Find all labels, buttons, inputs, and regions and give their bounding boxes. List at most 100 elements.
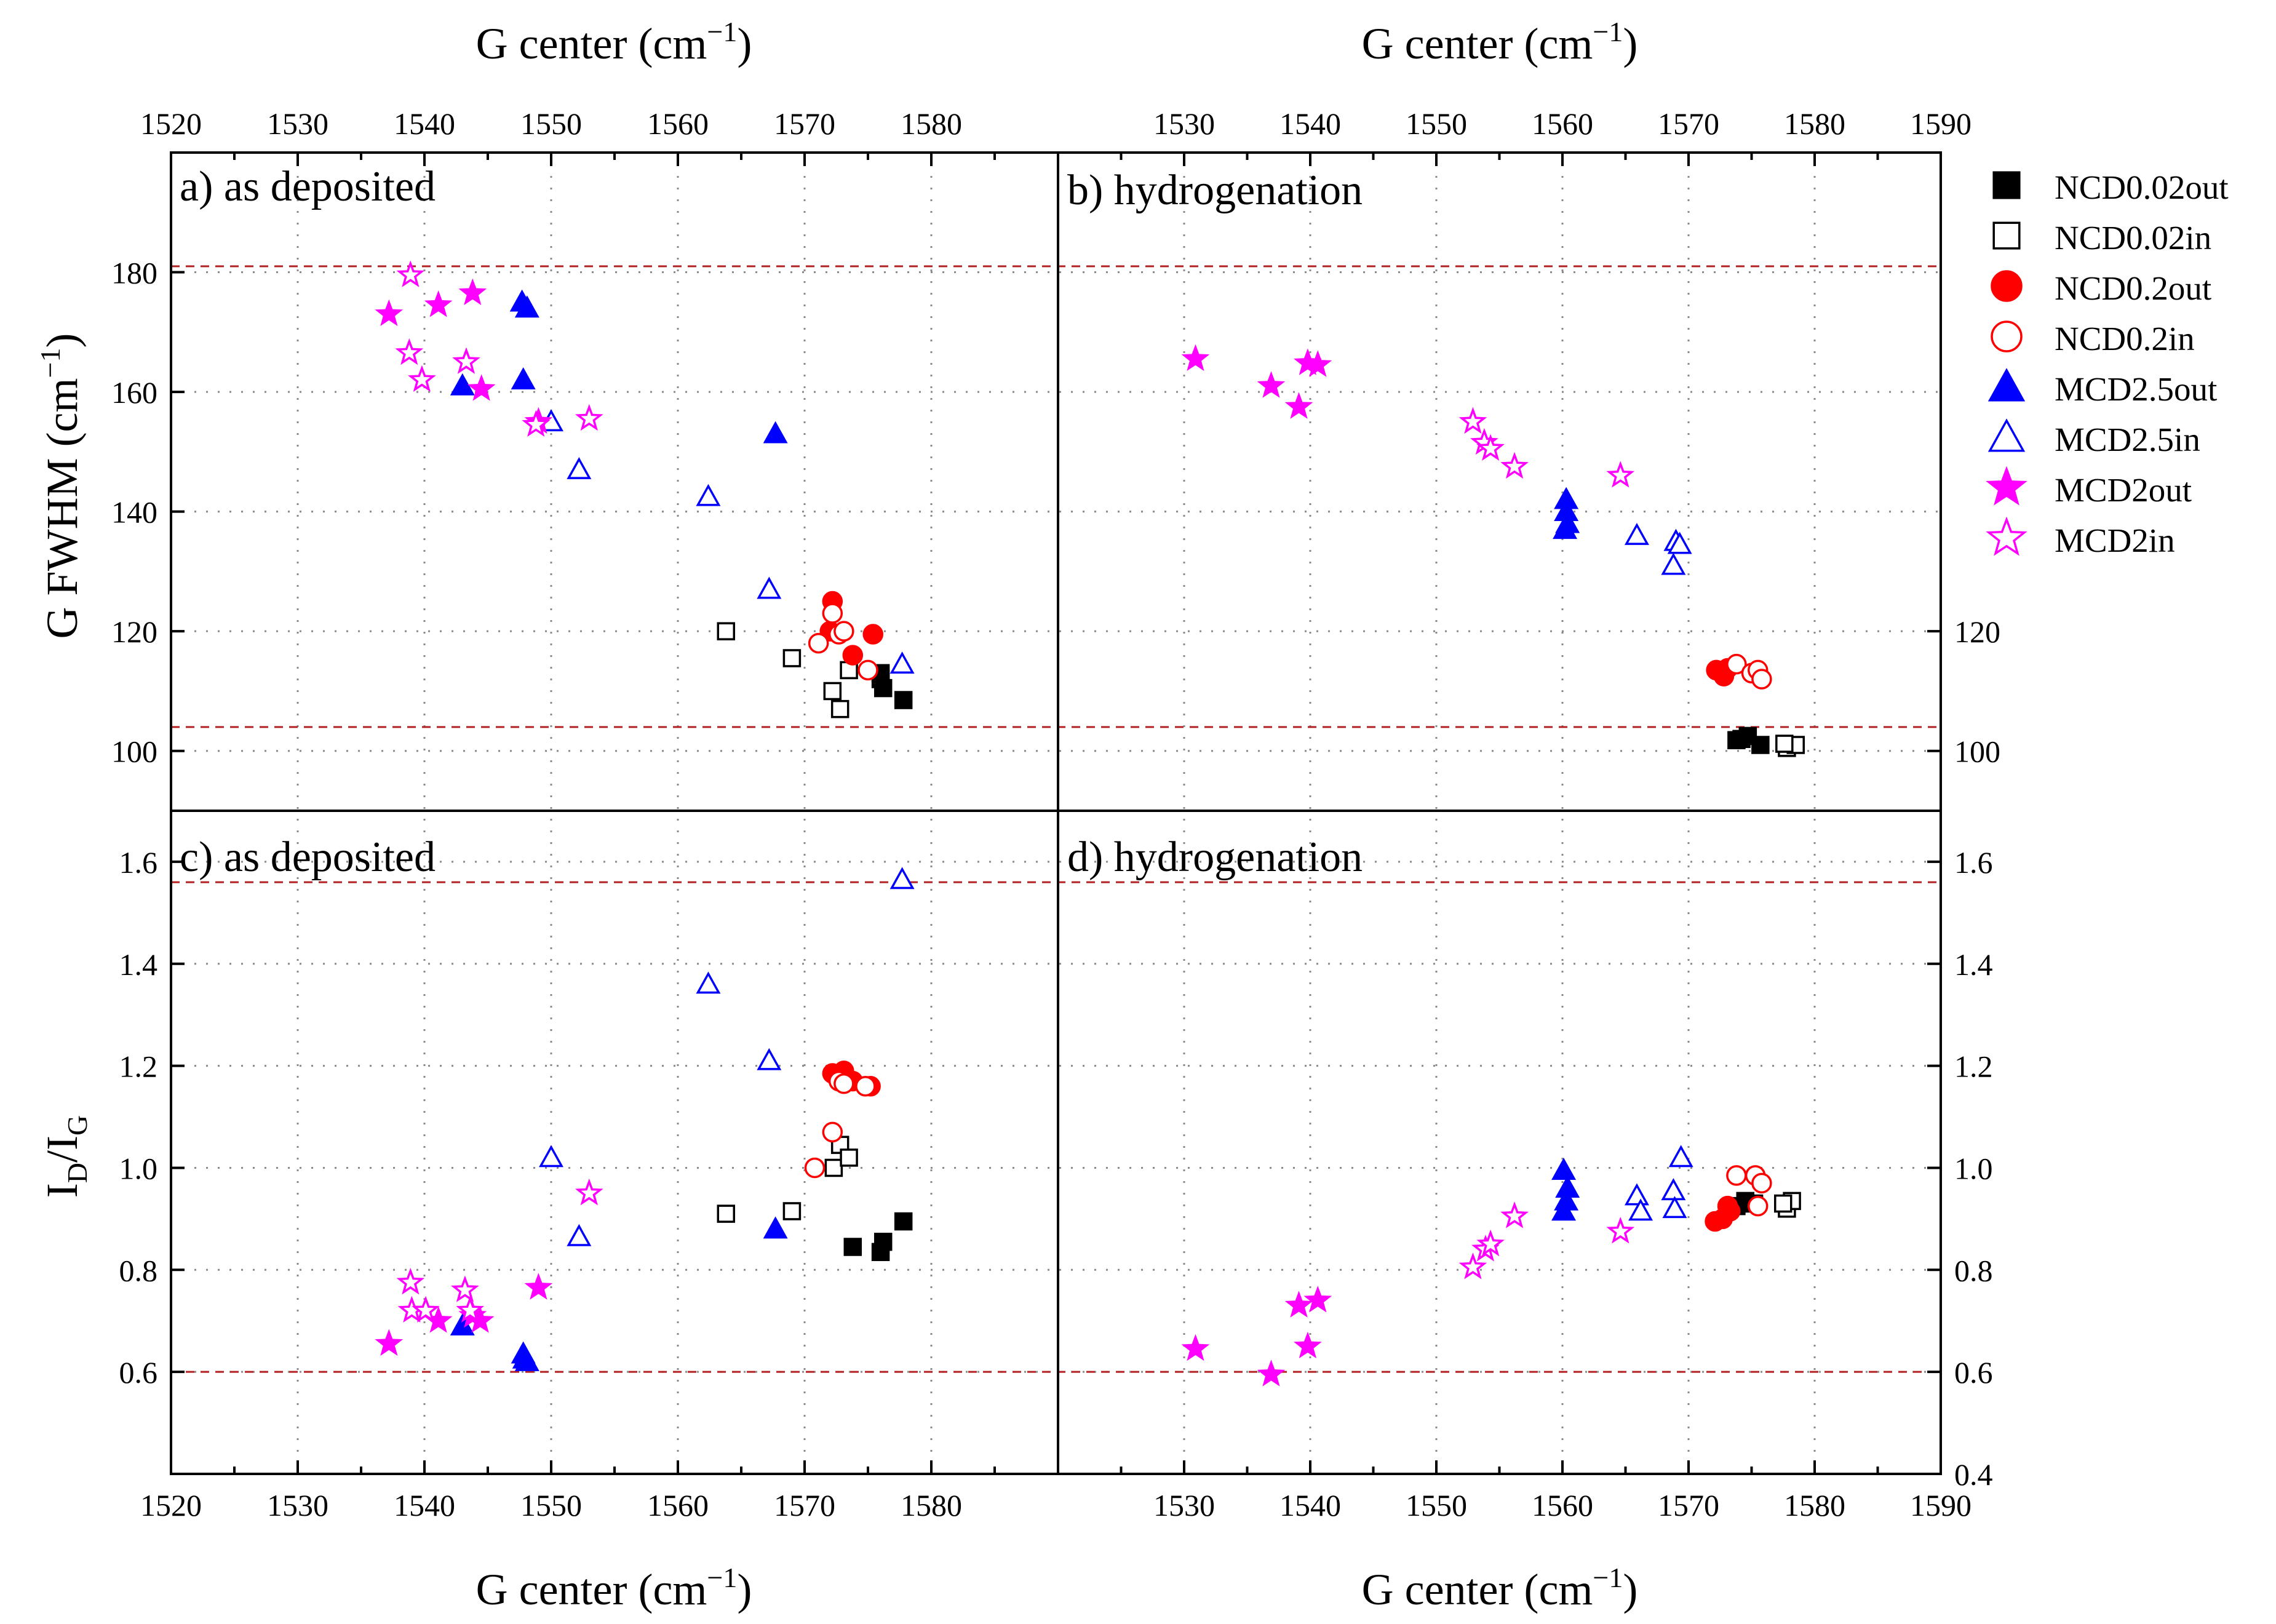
point-mcd2out-panel-d	[1284, 1291, 1313, 1318]
point-mcd2out-panel-d	[1303, 1286, 1332, 1313]
point-ncd0-2in-panel-c	[804, 1157, 826, 1179]
point-ncd0-2out-panel-a	[842, 645, 864, 666]
legend-marker-mcd2out	[1986, 466, 2027, 506]
point-ncd0-02in-panel-a	[823, 682, 842, 701]
bottom-right-xlabel: G center (cm−1)	[1362, 1562, 1638, 1614]
x-tick-label-bottom: 1540	[394, 1488, 455, 1522]
legend-label-mcd2in: MCD2in	[2055, 522, 2175, 559]
point-mcd2in-panel-d	[1500, 1201, 1529, 1228]
point-mcd2-5out-panel-a	[763, 421, 788, 444]
point-mcd2-5in-panel-d	[1668, 1145, 1693, 1168]
point-ncd0-2in-panel-a	[808, 632, 829, 654]
ratio-right-tick-label: 0.6	[1954, 1355, 1993, 1390]
top-left-xlabel: G center (cm−1)	[476, 16, 752, 68]
fwhm-right-tick-label: 100	[1954, 734, 2000, 769]
point-ncd0-2in-panel-a	[857, 659, 878, 681]
ratio-left-tick-label: 0.6	[119, 1355, 158, 1390]
point-mcd2-5out-panel-c	[763, 1216, 788, 1239]
point-mcd2out-panel-c	[524, 1273, 553, 1300]
x-tick-label-bottom: 1540	[1279, 1488, 1341, 1522]
top-right-xlabel: G center (cm−1)	[1362, 16, 1638, 68]
ratio-right-tick-label: 1.0	[1954, 1151, 1993, 1185]
x-tick-label-top: 1520	[140, 106, 202, 141]
x-tick-label-top: 1560	[647, 106, 709, 141]
point-ncd0-02out-panel-c	[894, 1212, 913, 1231]
fwhm-ylabel: G FWHM (cm−1)	[34, 333, 87, 639]
point-mcd2out-panel-c	[375, 1329, 404, 1356]
point-ncd0-2out-panel-d	[1717, 1195, 1738, 1217]
x-tick-label-top: 1570	[1658, 106, 1719, 141]
x-tick-label-bottom: 1580	[1784, 1488, 1845, 1522]
point-ncd0-02out-panel-b	[1732, 730, 1751, 749]
point-mcd2-5in-panel-c	[696, 971, 721, 994]
point-mcd2out-panel-b	[1303, 350, 1332, 377]
point-mcd2in-panel-d	[1476, 1229, 1505, 1257]
point-mcd2out-panel-b	[1257, 371, 1286, 398]
grid-layer	[171, 153, 1941, 1474]
x-tick-label-top: 1590	[1910, 106, 1972, 141]
point-mcd2-5in-panel-c	[757, 1048, 782, 1070]
legend-marker-ncd0-02out	[1992, 171, 2021, 199]
legend-marker-ncd0-2out	[1991, 270, 2023, 302]
point-ncd0-2in-panel-a	[834, 621, 854, 642]
panel-c-title: c) as deposited	[180, 834, 436, 881]
legend-marker-ncd0-2in	[1991, 320, 2023, 352]
point-mcd2out-panel-a	[467, 374, 496, 401]
point-ncd0-02in-panel-a	[782, 649, 802, 667]
point-mcd2-5in-panel-d	[1662, 1196, 1687, 1219]
ratio-right-tick-label: 0.8	[1954, 1253, 1993, 1288]
point-ncd0-02in-panel-b	[1775, 734, 1794, 753]
x-tick-label-top: 1560	[1532, 106, 1593, 141]
point-mcd2-5in-panel-c	[567, 1224, 592, 1246]
ratio-left-tick-label: 1.0	[119, 1151, 158, 1185]
point-mcd2in-panel-b	[1606, 461, 1635, 488]
x-tick-label-top: 1580	[901, 106, 962, 141]
point-ncd0-02out-panel-c	[873, 1232, 893, 1251]
legend-label-mcd2out: MCD2out	[2055, 471, 2192, 509]
x-tick-label-top: 1550	[520, 106, 582, 141]
point-mcd2-5in-panel-a	[696, 484, 721, 506]
legend-label-mcd2-5in: MCD2.5in	[2055, 421, 2200, 458]
point-ncd0-02in-panel-d	[1774, 1194, 1793, 1213]
point-ncd0-2in-panel-b	[1751, 669, 1772, 690]
bottom-left-xlabel: G center (cm−1)	[476, 1562, 752, 1614]
point-mcd2-5in-panel-c	[539, 1145, 563, 1168]
x-tick-label-bottom: 1560	[1532, 1488, 1593, 1522]
point-mcd2in-panel-a	[396, 260, 425, 287]
x-tick-label-bottom: 1590	[1910, 1488, 1972, 1522]
legend-marker-mcd2in	[1986, 516, 2027, 556]
x-tick-label-bottom: 1530	[1153, 1488, 1215, 1522]
point-ncd0-02out-panel-b	[1751, 736, 1770, 754]
point-ncd0-02in-panel-c	[840, 1148, 858, 1167]
fwhm-left-tick-label: 160	[111, 375, 157, 410]
point-mcd2in-panel-b	[1500, 452, 1529, 479]
point-ncd0-02in-panel-a	[717, 622, 736, 640]
point-mcd2-5in-panel-c	[889, 867, 915, 890]
point-mcd2in-panel-b	[1458, 407, 1487, 434]
point-mcd2in-panel-d	[1458, 1252, 1487, 1280]
point-mcd2in-panel-b	[1476, 434, 1505, 461]
fwhm-left-tick-label: 100	[111, 734, 157, 769]
point-ncd0-2in-panel-d	[1726, 1165, 1747, 1186]
x-tick-label-top: 1540	[1279, 106, 1341, 141]
point-ncd0-2in-panel-d	[1751, 1172, 1772, 1194]
tick-layer: 1520 1520 1530 1530 1540 1540 1550 1550 1560 1560…	[111, 106, 2000, 1522]
point-mcd2in-panel-a	[452, 347, 480, 374]
ratio-left-tick-label: 0.8	[119, 1253, 158, 1288]
fwhm-right-tick-label: 120	[1954, 615, 2000, 649]
x-tick-label-bottom: 1550	[520, 1488, 582, 1522]
point-mcd2out-panel-a	[375, 299, 404, 327]
legend-marker-ncd0-02in	[1992, 221, 2021, 250]
ratio-ylabel: ID/IG	[38, 1115, 93, 1198]
x-tick-label-top: 1540	[394, 106, 455, 141]
x-tick-label-bottom: 1520	[140, 1488, 202, 1522]
point-mcd2in-panel-c	[456, 1296, 484, 1323]
x-tick-label-top: 1580	[1784, 106, 1845, 141]
ratio-right-tick-label: 1.6	[1954, 845, 1993, 880]
fwhm-left-tick-label: 120	[111, 615, 157, 649]
point-mcd2in-panel-a	[408, 365, 436, 392]
x-tick-label-top: 1550	[1406, 106, 1467, 141]
point-ncd0-2in-panel-c	[855, 1076, 876, 1097]
plot-frame	[170, 151, 1942, 1475]
point-mcd2-5out-panel-a	[514, 295, 539, 318]
